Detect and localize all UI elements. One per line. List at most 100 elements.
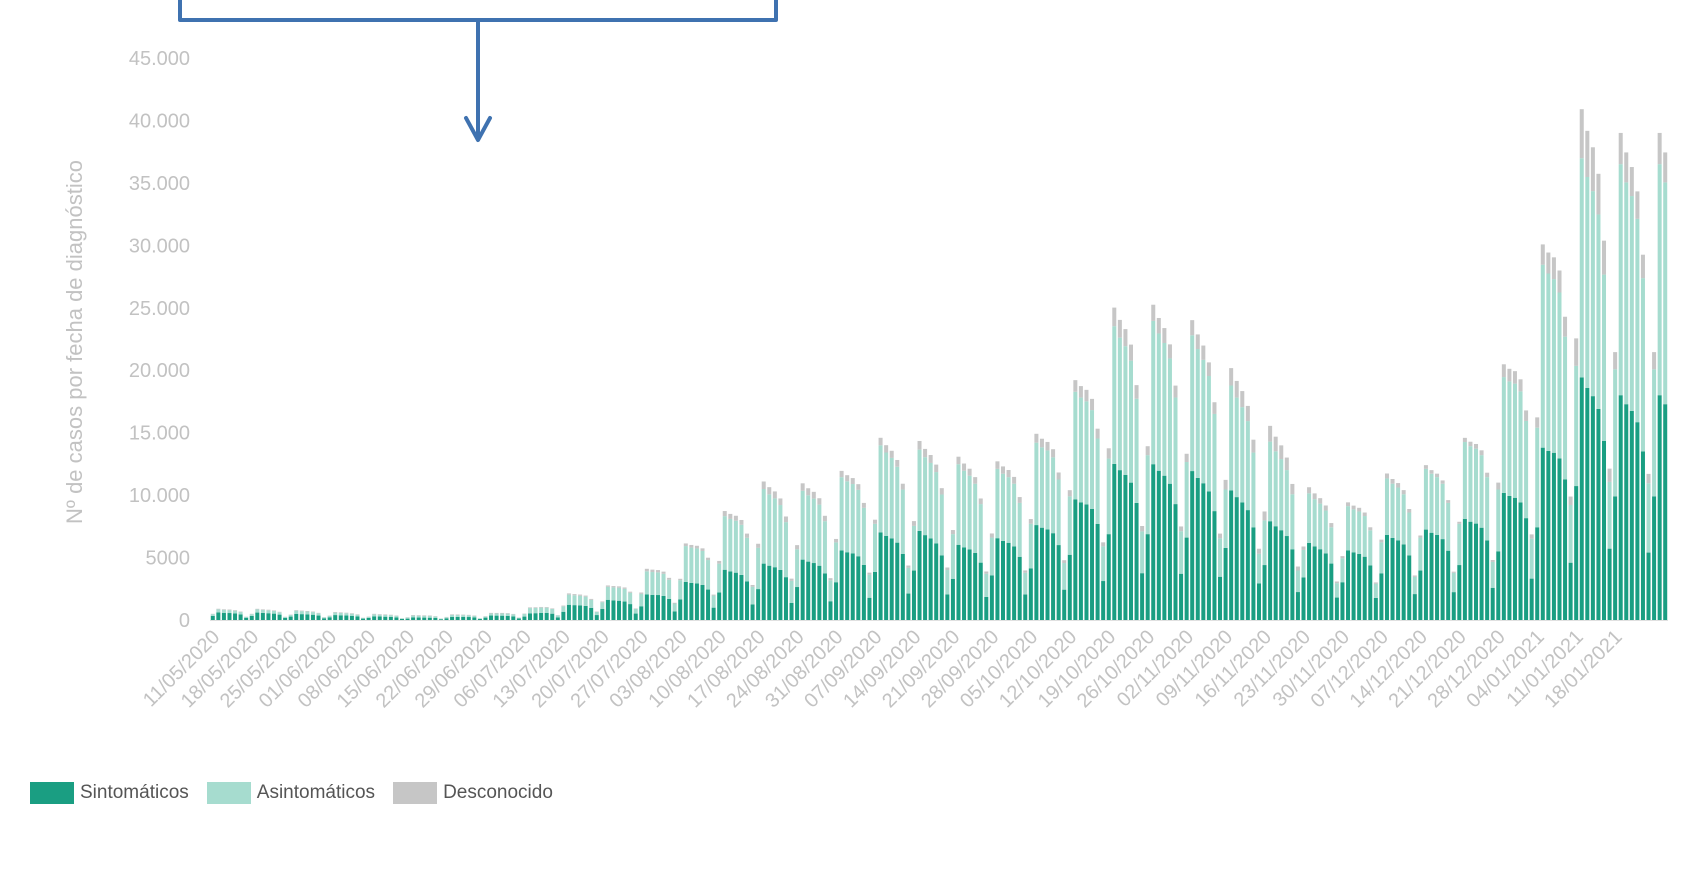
bar-segment-asintomaticos <box>906 568 910 594</box>
bar-segment-desconocido <box>656 570 660 572</box>
bar-segment-asintomaticos <box>628 593 632 604</box>
bar-segment-asintomaticos <box>1073 392 1077 500</box>
bar-segment-desconocido <box>617 586 621 587</box>
bar-segment-asintomaticos <box>817 505 821 566</box>
bar-segment-asintomaticos <box>1580 158 1584 377</box>
bar-segment-desconocido <box>1418 536 1422 538</box>
bar-segment-asintomaticos <box>951 534 955 579</box>
bar-segment-desconocido <box>1029 519 1033 524</box>
bar-segment-asintomaticos <box>1235 398 1239 498</box>
bar-segment-asintomaticos <box>367 617 371 618</box>
bar-segment-sintomaticos <box>940 555 944 620</box>
bar-segment-sintomaticos <box>1034 525 1038 620</box>
bar-segment-sintomaticos <box>879 532 883 620</box>
bar-segment-sintomaticos <box>211 616 215 620</box>
bar-segment-desconocido <box>1613 352 1617 369</box>
bar-segment-sintomaticos <box>584 606 588 620</box>
bar-segment-asintomaticos <box>495 614 499 616</box>
bar-segment-desconocido <box>845 475 849 481</box>
bar-segment-desconocido <box>456 614 460 615</box>
bar-segment-desconocido <box>1313 493 1317 499</box>
bar-segment-sintomaticos <box>1524 518 1528 620</box>
bar-segment-desconocido <box>305 611 309 612</box>
bar-segment-asintomaticos <box>1352 509 1356 552</box>
bar-segment-sintomaticos <box>1046 529 1050 620</box>
bar-segment-desconocido <box>639 593 643 594</box>
bar-segment-sintomaticos <box>333 615 337 620</box>
bar-segment-sintomaticos <box>778 570 782 620</box>
bar-segment-desconocido <box>1190 320 1194 335</box>
bar-segment-sintomaticos <box>1307 543 1311 620</box>
legend-label-desconocido: Desconocido <box>443 782 553 804</box>
bar-segment-desconocido <box>645 569 649 572</box>
bar-segment-asintomaticos <box>272 611 276 614</box>
bar-segment-sintomaticos <box>728 571 732 620</box>
bar-segment-asintomaticos <box>361 618 365 619</box>
bar-segment-sintomaticos <box>1585 388 1589 620</box>
bar-segment-desconocido <box>216 609 220 610</box>
bar-segment-asintomaticos <box>901 490 905 554</box>
bar-segment-asintomaticos <box>561 606 565 612</box>
bar-segment-asintomaticos <box>478 618 482 619</box>
bar-segment-desconocido <box>1457 522 1461 524</box>
bar-segment-sintomaticos <box>918 531 922 620</box>
legend-swatch-desconocido <box>393 782 437 804</box>
bar-segment-asintomaticos <box>684 546 688 582</box>
bar-segment-asintomaticos <box>244 617 248 618</box>
bar-segment-asintomaticos <box>1246 421 1250 510</box>
bar-segment-desconocido <box>1524 410 1528 421</box>
bar-segment-sintomaticos <box>851 554 855 620</box>
bar-segment-desconocido <box>1179 526 1183 531</box>
bar-segment-asintomaticos <box>578 596 582 606</box>
bar-segment-asintomaticos <box>828 580 832 601</box>
bar-segment-desconocido <box>812 492 816 499</box>
bar-segment-desconocido <box>1274 437 1278 452</box>
bar-segment-sintomaticos <box>1057 545 1061 620</box>
bar-segment-sintomaticos <box>578 605 582 620</box>
bar-segment-sintomaticos <box>1574 486 1578 620</box>
bar-segment-sintomaticos <box>1218 577 1222 620</box>
bar-segment-desconocido <box>628 592 632 593</box>
bar-segment-desconocido <box>1557 271 1561 293</box>
bar-segment-sintomaticos <box>862 565 866 620</box>
bar-segment-asintomaticos <box>667 580 671 599</box>
bar-segment-asintomaticos <box>556 615 560 617</box>
bar-segment-asintomaticos <box>956 464 960 545</box>
bar-segment-desconocido <box>1012 477 1016 484</box>
bar-segment-asintomaticos <box>372 614 376 616</box>
bar-segment-sintomaticos <box>1123 475 1127 620</box>
bar-segment-desconocido <box>1396 483 1400 487</box>
bar-segment-sintomaticos <box>328 617 332 620</box>
bar-segment-desconocido <box>1034 434 1038 443</box>
bar-segment-asintomaticos <box>1335 583 1339 597</box>
bar-segment-asintomaticos <box>278 612 282 614</box>
y-tick-label: 30.000 <box>129 235 190 257</box>
bar-segment-sintomaticos <box>511 616 515 620</box>
bar-segment-sintomaticos <box>255 613 259 620</box>
bar-segment-desconocido <box>1541 244 1545 264</box>
bar-segment-asintomaticos <box>1557 292 1561 458</box>
bar-segment-sintomaticos <box>1363 557 1367 620</box>
bar-segment-desconocido <box>1496 483 1500 490</box>
bar-segment-desconocido <box>1073 380 1077 392</box>
bar-segment-desconocido <box>823 516 827 521</box>
bar-segment-asintomaticos <box>1146 455 1150 534</box>
bar-segment-desconocido <box>1185 454 1189 462</box>
bar-segment-sintomaticos <box>1201 483 1205 620</box>
bar-segment-desconocido <box>990 533 994 537</box>
bar-segment-desconocido <box>467 615 471 616</box>
bar-segment-asintomaticos <box>1368 530 1372 565</box>
bar-segment-sintomaticos <box>573 605 577 620</box>
bar-segment-desconocido <box>1424 465 1428 469</box>
bar-segment-desconocido <box>578 595 582 596</box>
bar-segment-sintomaticos <box>751 604 755 620</box>
bar-segment-asintomaticos <box>294 611 298 614</box>
bar-segment-asintomaticos <box>266 610 270 613</box>
bar-segment-asintomaticos <box>1663 182 1667 404</box>
bar-segment-asintomaticos <box>1641 278 1645 451</box>
bar-segment-asintomaticos <box>856 490 860 556</box>
bar-segment-sintomaticos <box>1190 471 1194 620</box>
bar-segment-desconocido <box>906 566 910 568</box>
bar-segment-asintomaticos <box>1229 386 1233 491</box>
bar-segment-desconocido <box>940 488 944 494</box>
